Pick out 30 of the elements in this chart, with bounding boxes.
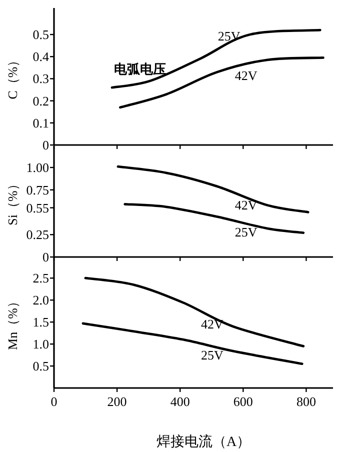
series-label: 25V bbox=[234, 224, 258, 240]
x-tick-label: 800 bbox=[296, 394, 316, 409]
y-tick-label: 0.2 bbox=[32, 93, 49, 108]
y-axis-title: Mn（%） bbox=[4, 295, 20, 350]
y-tick-label: 2.0 bbox=[32, 292, 49, 308]
y-tick-label: 0.4 bbox=[32, 49, 50, 64]
y-tick-label: 1.0 bbox=[32, 336, 49, 352]
y-tick-label: 1.00 bbox=[26, 160, 49, 175]
y-tick-label: 0.75 bbox=[26, 182, 49, 198]
y-tick-label: 0 bbox=[42, 250, 49, 264]
y-tick-label: 0.1 bbox=[32, 115, 49, 130]
x-axis-title: 焊接电流（A） bbox=[156, 434, 251, 450]
annotation: 电弧电压 bbox=[114, 62, 166, 77]
y-tick-label: 1.5 bbox=[32, 314, 49, 330]
y-tick-label: 0.5 bbox=[32, 27, 49, 42]
y-tick-label: 0 bbox=[42, 138, 49, 152]
series-label: 25V bbox=[200, 347, 224, 362]
y-tick-label: 0.3 bbox=[32, 71, 49, 86]
x-tick-label: 400 bbox=[170, 394, 190, 409]
y-tick-label: 0.55 bbox=[26, 200, 49, 216]
x-tick-label: 200 bbox=[107, 394, 127, 409]
series-label: 42V bbox=[234, 198, 258, 213]
y-tick-label: 2.5 bbox=[32, 270, 49, 286]
y-axis-title: C（%） bbox=[4, 54, 20, 100]
y-tick-label: 0.25 bbox=[26, 227, 49, 242]
series-label: 42V bbox=[200, 316, 224, 332]
series-label: 42V bbox=[234, 68, 258, 84]
x-tick-label: 600 bbox=[233, 394, 253, 409]
y-tick-label: 0.5 bbox=[32, 358, 49, 374]
y-axis-title: Si（%） bbox=[4, 178, 20, 226]
